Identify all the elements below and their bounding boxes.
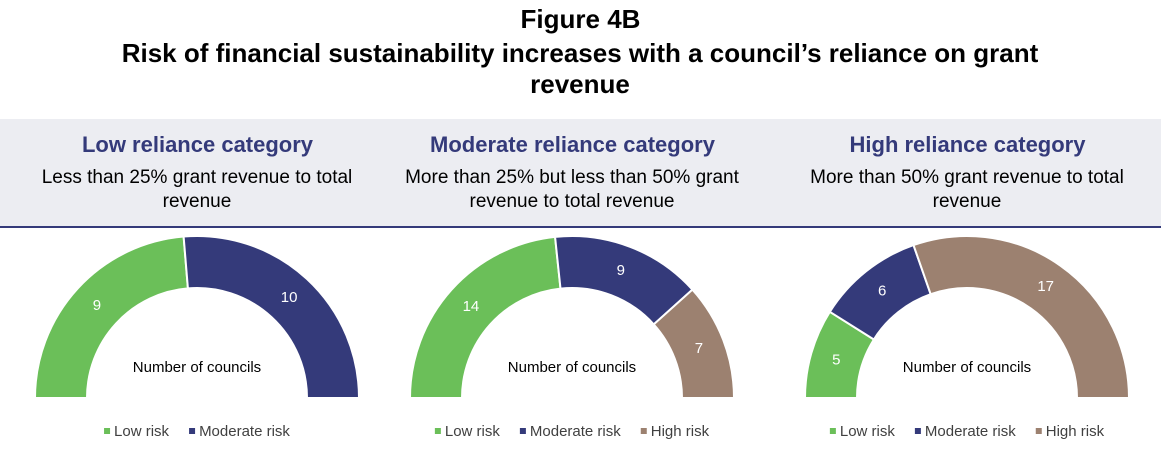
legend-swatch [640,428,647,434]
center-label: Number of councils [903,359,1031,376]
header-band [0,119,1161,228]
legend-label: Moderate risk [530,423,621,440]
arc-segment [912,235,1131,399]
value-label: 6 [878,283,886,300]
arc-segment [182,235,361,399]
legend-swatch [519,428,526,434]
value-label: 17 [1037,278,1054,295]
panel-title: High reliance category [849,132,1086,157]
legend-swatch [189,428,196,434]
legend-label: Moderate risk [925,423,1016,440]
legend-label: Low risk [445,423,501,440]
legend-swatch [914,428,921,434]
legend-swatch [829,428,836,434]
value-label: 9 [617,262,625,279]
panel-title: Low reliance category [81,132,314,157]
figure-label: Figure 4B [520,4,641,34]
legend-swatch [104,428,111,434]
legend-swatch [1035,428,1042,434]
legend-label: Low risk [114,423,170,440]
value-label: 10 [281,289,298,306]
legend-label: Low risk [840,423,896,440]
center-label: Number of councils [133,359,261,376]
legend-label: Moderate risk [199,423,290,440]
panel-subtitle: More than 25% but less than 50% grant re… [405,167,739,212]
figure-title: Risk of financial sustainability increas… [121,38,1039,99]
panel-subtitle: Less than 25% grant revenue to total rev… [41,167,353,212]
value-label: 9 [93,297,101,314]
panel-title: Moderate reliance category [430,132,715,157]
legend-swatch [434,428,441,434]
value-label: 14 [463,298,480,315]
value-label: 5 [832,351,840,368]
legend-label: High risk [1046,423,1105,440]
legend-label: High risk [651,423,710,440]
center-label: Number of councils [508,359,636,376]
panel-subtitle: More than 50% grant revenue to total rev… [810,167,1124,212]
arc-segment [652,288,736,399]
value-label: 7 [695,340,703,357]
